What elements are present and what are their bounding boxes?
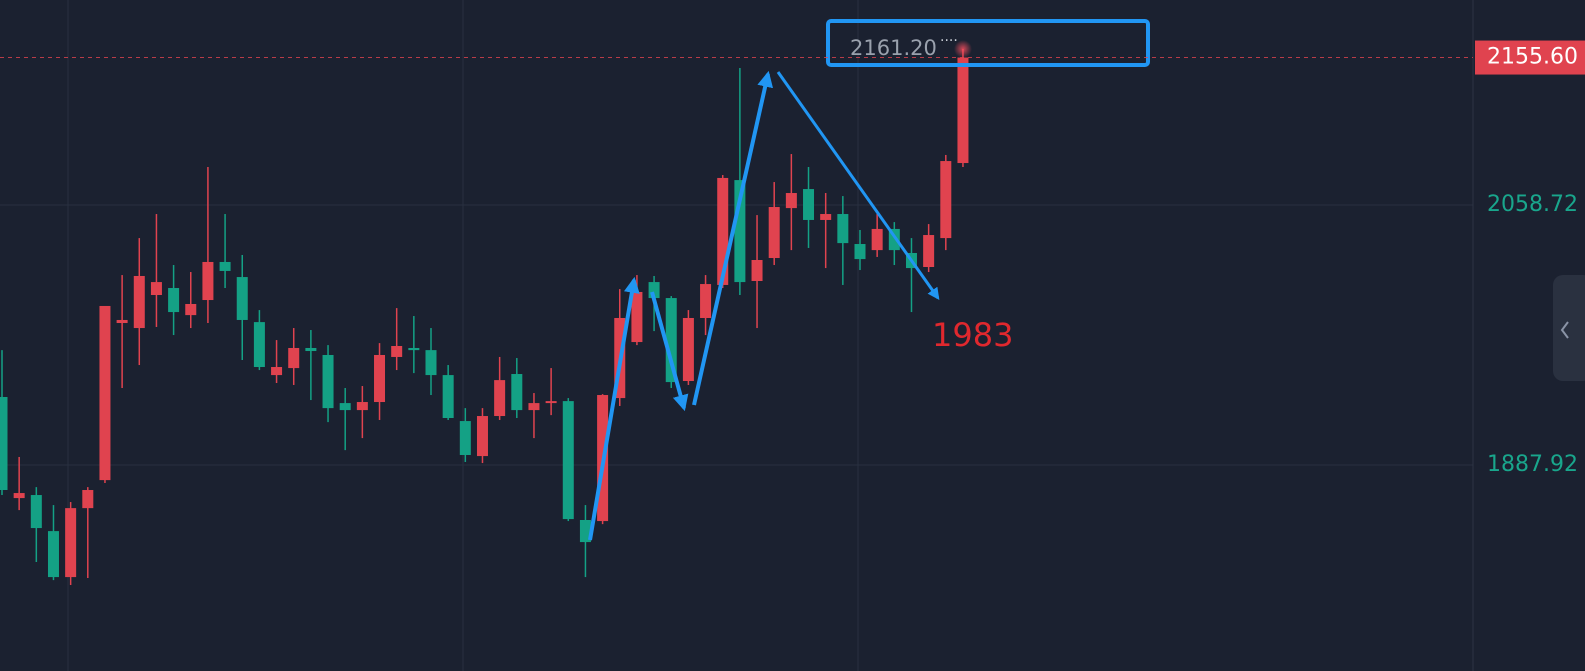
candle-body (0, 396, 8, 491)
candle-body (665, 298, 677, 383)
candle-body (854, 244, 866, 260)
candle-body (425, 350, 437, 376)
side-handle[interactable] (1553, 275, 1585, 381)
candle-body (30, 495, 42, 529)
candle-body (305, 347, 317, 352)
candle-body (871, 228, 883, 251)
candle-body (700, 284, 712, 318)
candle-body (631, 291, 643, 343)
candle-body (219, 261, 231, 271)
candle-body (648, 282, 660, 299)
y-tick-label: 2058.72 (1487, 192, 1578, 217)
annotation: 1983 (932, 316, 1013, 354)
candle-body (923, 235, 935, 267)
last-price-box (1475, 40, 1585, 75)
candle-body (116, 319, 128, 324)
candle-body (579, 519, 591, 543)
candle-body (288, 347, 300, 369)
candle-body (356, 402, 368, 411)
candle-body (734, 180, 746, 283)
candle-body (391, 346, 403, 357)
candle-body (339, 403, 351, 411)
highlight-box (826, 19, 1150, 67)
candle-body (888, 228, 900, 251)
candle-body (374, 354, 386, 403)
high-label: 2161.20 (850, 36, 937, 60)
candle-body (442, 375, 454, 419)
candle-body (47, 531, 59, 578)
candle-body (957, 57, 969, 164)
high-dots: ···· (940, 33, 958, 49)
y-tick-label: 1887.92 (1487, 452, 1578, 477)
candle-body (65, 508, 77, 578)
arrow (650, 291, 689, 412)
arrow (588, 276, 640, 541)
candle-body (940, 161, 952, 239)
drawings (588, 19, 1150, 541)
arrow (776, 71, 940, 300)
candle-body (803, 189, 815, 220)
panel-handle[interactable] (1553, 275, 1585, 381)
candle-body (682, 317, 694, 382)
candle-body (236, 277, 248, 320)
high-glow (953, 40, 972, 59)
handle-icon (1560, 321, 1569, 339)
candle-body (511, 374, 523, 411)
arrow (692, 70, 774, 406)
candle-body (133, 275, 145, 329)
candle-body (322, 354, 334, 409)
candle-body (785, 193, 797, 209)
candle-body (545, 401, 557, 404)
candle-body (820, 214, 832, 220)
candle-body (751, 259, 763, 282)
candle-body (562, 401, 574, 520)
candle-body (717, 177, 729, 285)
candle-body (271, 367, 283, 376)
candle-body (408, 347, 420, 351)
candle-body (99, 305, 111, 481)
candle-body (185, 303, 197, 316)
candle-body (82, 490, 94, 509)
candle-body (13, 493, 25, 499)
candle-body (528, 403, 540, 411)
candle-body (837, 214, 849, 244)
candle-body (150, 282, 162, 296)
candle-body (202, 261, 214, 301)
candle-body (476, 416, 488, 457)
candle-body (168, 288, 180, 313)
last-price-label: 2155.60 (1487, 45, 1578, 70)
candle-body (459, 421, 471, 455)
candle-body (253, 322, 265, 368)
candle-body (768, 207, 780, 259)
candle-body (494, 380, 506, 417)
